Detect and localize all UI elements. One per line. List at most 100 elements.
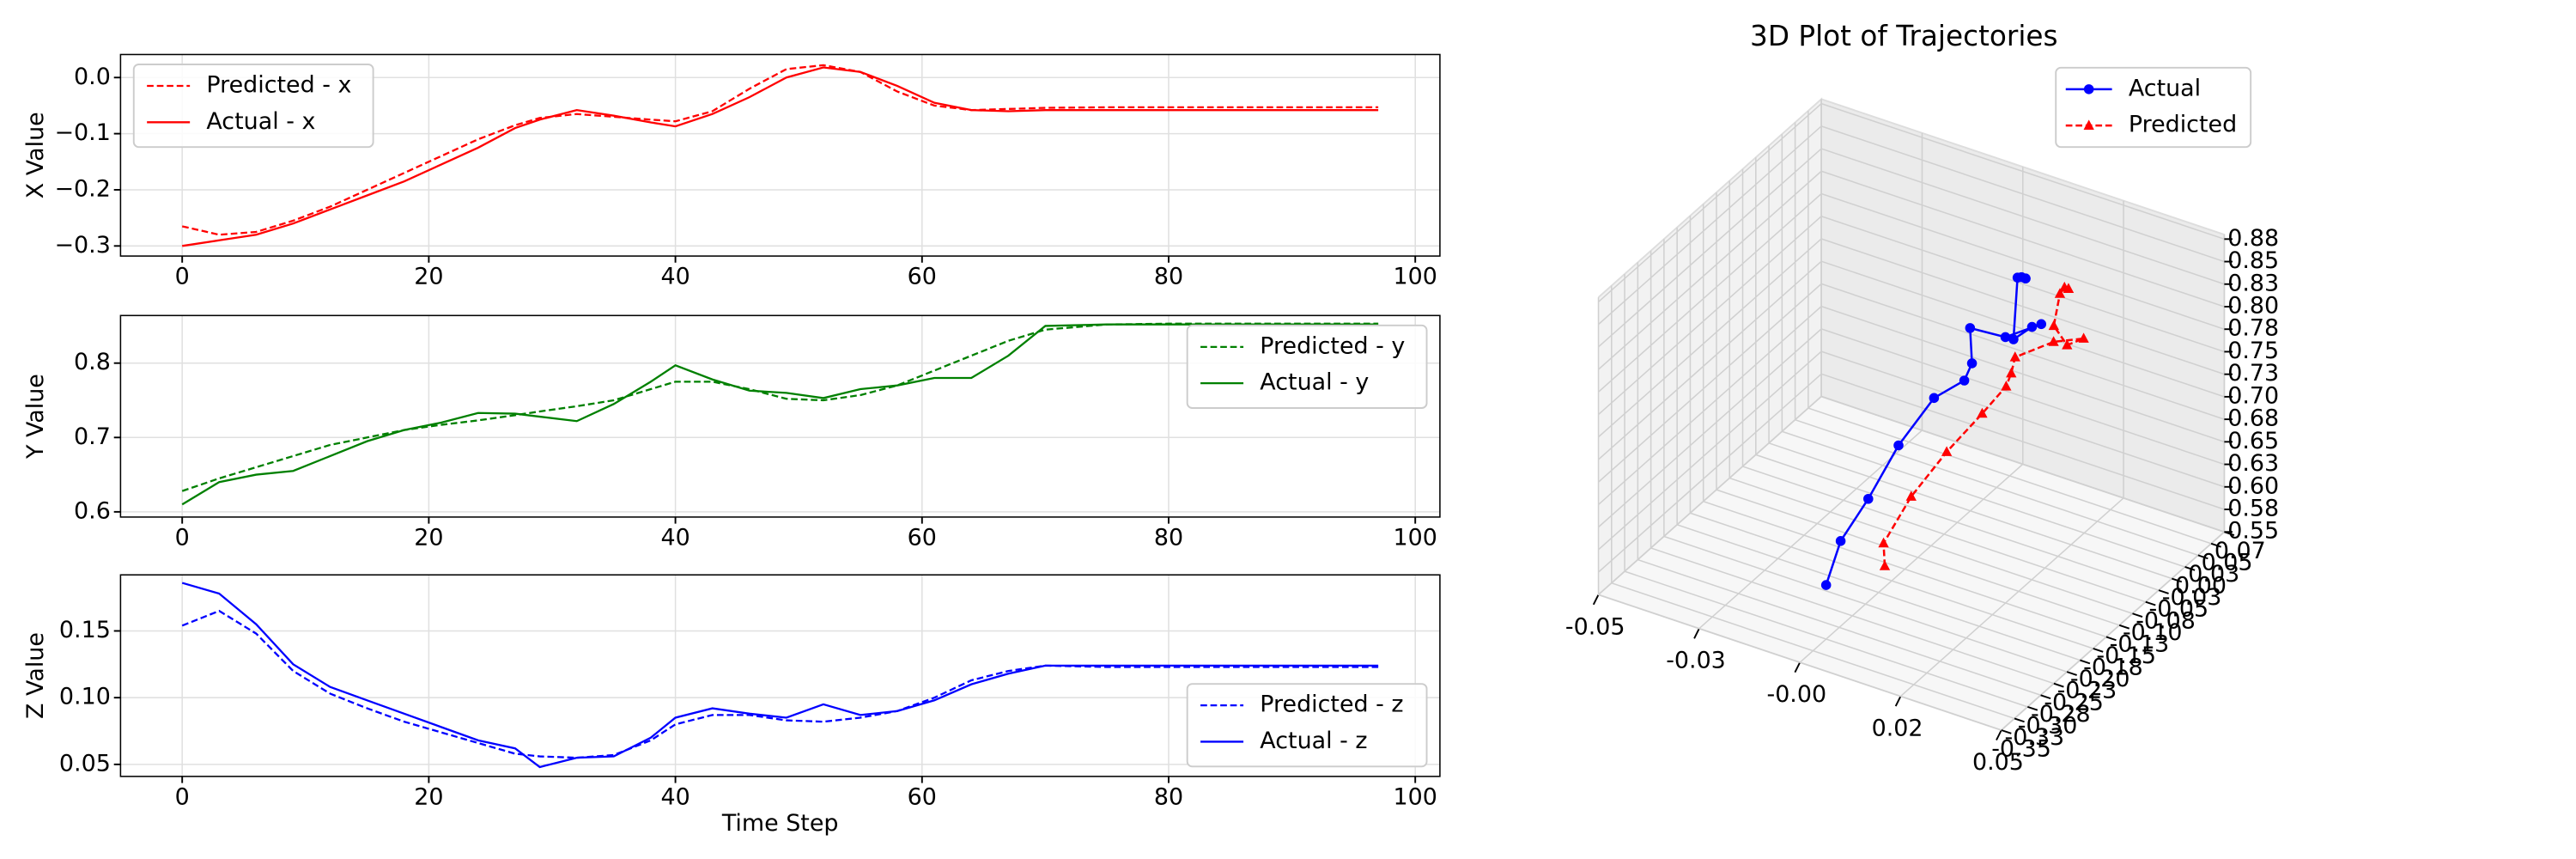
legend-label: Predicted <box>2129 112 2237 138</box>
y-tick-label: 0.03 <box>2188 561 2239 588</box>
z-tick-label: 0.70 <box>2227 382 2279 409</box>
z-tick-label: 0.58 <box>2227 496 2279 522</box>
grid-line <box>1598 305 2225 505</box>
legend-label: Predicted - x <box>206 72 351 99</box>
y-tick-label: -0.08 <box>2136 607 2196 634</box>
y-tick <box>2171 577 2183 583</box>
point-marker <box>2036 319 2047 330</box>
y-tick <box>2197 554 2208 560</box>
y-tick-label: 0.6 <box>74 497 111 524</box>
point-marker <box>1820 580 1832 590</box>
point-marker <box>2054 288 2066 298</box>
z-tick-label: 0.78 <box>2227 315 2279 342</box>
z-tick-label: 0.80 <box>2227 292 2279 319</box>
point-marker <box>1879 560 1891 570</box>
grid-line <box>1598 350 2225 551</box>
point-marker <box>2001 381 2012 391</box>
x-tick-label: 60 <box>908 264 937 290</box>
grid-line <box>1598 102 2225 302</box>
x-tick-label: 20 <box>414 524 443 551</box>
y-tick <box>2145 600 2156 606</box>
y-tick <box>2184 566 2196 571</box>
grid-line <box>1598 327 2225 528</box>
z-tick-label: 0.83 <box>2227 270 2279 296</box>
grid-line <box>1598 283 2225 483</box>
z-tick-label: 0.68 <box>2227 405 2279 432</box>
x-tick-label: 100 <box>1394 524 1437 551</box>
y-tick <box>2066 671 2077 676</box>
point-marker <box>2008 334 2019 344</box>
legend-label: Actual <box>2129 75 2201 101</box>
x-tick-label: -0.05 <box>1565 613 1625 640</box>
y-tick-label: -0.10 <box>2123 619 2183 646</box>
z-tick-label: 0.88 <box>2227 225 2279 252</box>
y-tick-label: -0.23 <box>2057 678 2117 704</box>
y-axis-label: Y Value <box>22 374 49 460</box>
point-marker <box>1977 407 1988 418</box>
point-marker <box>2062 339 2073 350</box>
x-tick-label: 40 <box>660 524 690 551</box>
y-tick-label: -0.33 <box>2005 724 2065 751</box>
x-tick-label: 40 <box>660 264 690 290</box>
point-marker <box>2000 332 2011 343</box>
point-marker <box>2006 367 2017 378</box>
x-tick-label: 60 <box>908 524 937 551</box>
y-tick <box>2132 612 2143 618</box>
y-tick-label: -0.25 <box>2044 689 2104 716</box>
point-marker <box>2048 336 2059 346</box>
point-marker <box>1878 537 1889 548</box>
y-tick-label: -0.03 <box>2162 584 2222 611</box>
x-tick-label: 0 <box>175 524 190 551</box>
x-tick <box>1794 661 1801 673</box>
y-tick <box>2027 705 2038 711</box>
y-tick-label: −0.3 <box>55 232 111 259</box>
x-tick-label: -0.00 <box>1766 681 1826 708</box>
z-tick-label: 0.55 <box>2227 518 2279 545</box>
legend-label: Actual - y <box>1260 369 1369 396</box>
point-marker <box>1965 323 1976 333</box>
y-tick <box>2105 636 2117 642</box>
point-marker <box>1863 493 1874 504</box>
legend-box <box>2055 66 2252 149</box>
z-tick-label: 0.75 <box>2227 338 2279 364</box>
y-tick-label: 0.07 <box>2215 538 2266 564</box>
y-tick-label: -0.15 <box>2096 643 2156 669</box>
y-tick-label: 0.0 <box>74 64 111 90</box>
x-tick <box>1996 729 2002 740</box>
y-tick-label: -0.20 <box>2070 666 2130 692</box>
z-tick-label: 0.60 <box>2227 472 2279 499</box>
grid-line <box>1598 192 2225 393</box>
series-line <box>182 66 1379 247</box>
point-marker <box>2020 273 2031 283</box>
y-tick <box>2093 648 2104 653</box>
legend-box <box>1186 683 1428 768</box>
z-tick-label: 0.73 <box>2227 360 2279 387</box>
point-marker <box>2048 320 2059 331</box>
z-tick-label: 0.65 <box>2227 428 2279 454</box>
point-marker <box>1893 440 1904 451</box>
axes-frame <box>119 314 1441 518</box>
x-tick-label: 80 <box>1154 783 1183 810</box>
point-marker <box>2009 351 2020 362</box>
y-tick <box>2040 694 2051 700</box>
y-tick <box>2210 542 2221 548</box>
y-tick <box>2014 717 2025 723</box>
y-axis-label: Z Value <box>22 632 49 719</box>
y-tick <box>2001 729 2012 734</box>
point-marker <box>1941 446 1953 456</box>
grid-line <box>1598 260 2225 460</box>
grid-line <box>1598 373 2225 573</box>
chart-title: 3D Plot of Trajectories <box>1750 20 2058 52</box>
x-tick-label: 100 <box>1394 264 1437 290</box>
y-axis-label: X Value <box>22 112 49 198</box>
x-tick-label: 0.05 <box>1972 749 2024 776</box>
z-tick-label: 0.85 <box>2227 247 2279 274</box>
x-tick-label: 0 <box>175 783 190 810</box>
x-tick-label: 0.02 <box>1872 716 1923 742</box>
x-tick-label: 40 <box>660 783 690 810</box>
y-tick-label: -0.13 <box>2110 631 2170 657</box>
y-tick-label: -0.18 <box>2083 655 2143 681</box>
x-tick-label: -0.03 <box>1666 648 1726 674</box>
point-marker <box>1959 375 1970 386</box>
